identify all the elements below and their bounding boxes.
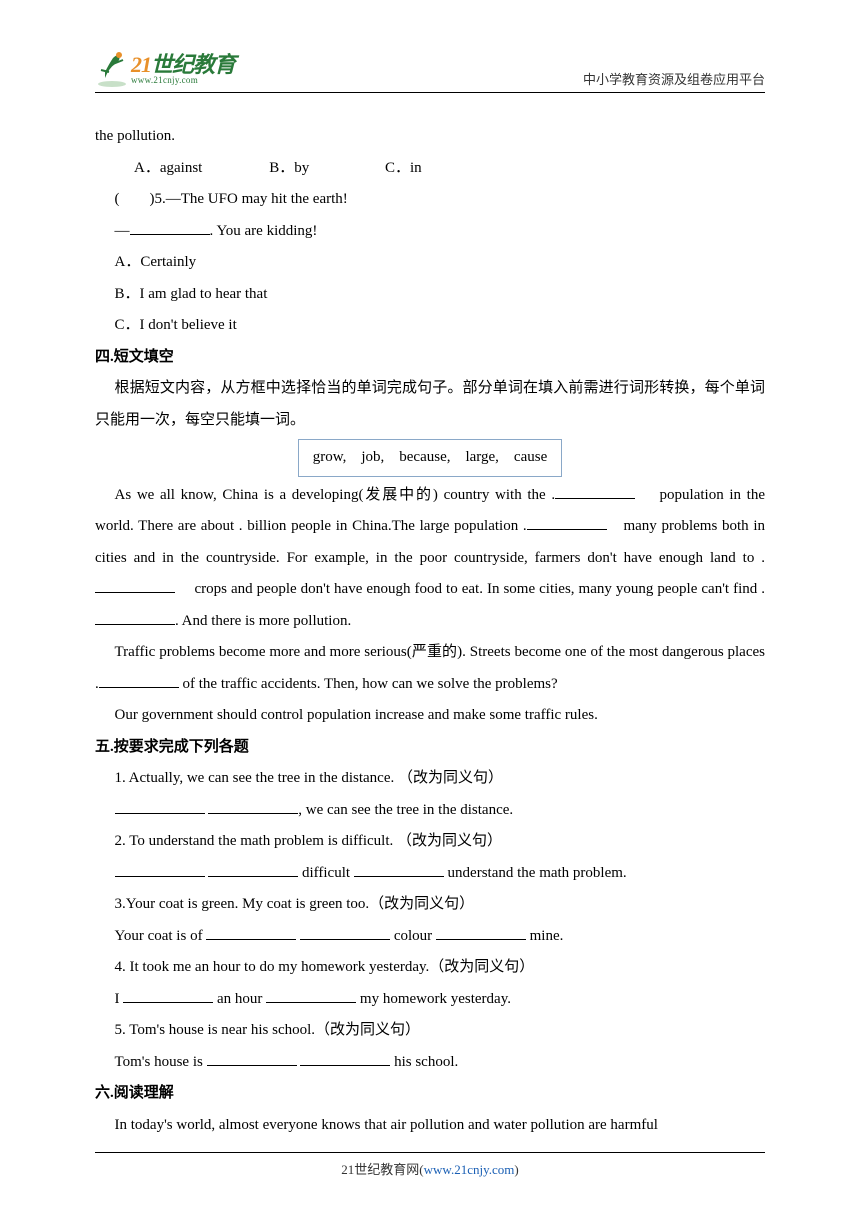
text: , we can see the tree in the distance.: [298, 802, 513, 818]
exercise-item: 2. To understand the math problem is dif…: [95, 826, 765, 858]
fill-blank[interactable]: [354, 862, 444, 877]
wordbox-row: grow, job, because, large, cause: [95, 436, 765, 480]
exercise-line: , we can see the tree in the distance.: [95, 795, 765, 827]
footer-label: 21世纪教育网(: [341, 1162, 423, 1177]
page-footer: 21世纪教育网(www.21cnjy.com): [0, 1152, 860, 1178]
header-rule: [95, 92, 765, 93]
text: colour: [390, 928, 436, 944]
text: —: [115, 223, 130, 239]
exercise-line: Tom's house is his school.: [95, 1047, 765, 1079]
text: my homework yesterday.: [356, 991, 511, 1007]
logo-21: 21: [131, 52, 151, 77]
option-b: B．by: [250, 153, 380, 185]
option-a: A．Certainly: [95, 247, 765, 279]
option-c: C．in: [385, 160, 422, 176]
text: . You are kidding!: [210, 223, 318, 239]
word-bank: grow, job, because, large, cause: [298, 439, 563, 477]
text: Tom's house is: [115, 1054, 207, 1070]
exercise-item: 5. Tom's house is near his school.（改为同义句…: [95, 1015, 765, 1047]
exercise-item: 1. Actually, we can see the tree in the …: [95, 763, 765, 795]
fill-blank[interactable]: [99, 673, 179, 688]
text: mine.: [526, 928, 564, 944]
footer-text: 21世纪教育网(www.21cnjy.com): [0, 1159, 860, 1178]
text: of the traffic accidents. Then, how can …: [179, 676, 558, 692]
runner-icon: [95, 50, 129, 88]
option-row: A．against B．by C．in: [95, 153, 765, 185]
fill-blank[interactable]: [436, 925, 526, 940]
fill-blank[interactable]: [115, 862, 205, 877]
text: an hour: [213, 991, 266, 1007]
document-body: the pollution. A．against B．by C．in ( )5.…: [95, 121, 765, 1141]
section-heading: 六.阅读理解: [95, 1078, 765, 1110]
text: I: [115, 991, 124, 1007]
text-line: — . You are kidding!: [95, 216, 765, 248]
fill-blank[interactable]: [266, 988, 356, 1003]
passage: Traffic problems become more and more se…: [95, 637, 765, 700]
question-stem: ( )5.—The UFO may hit the earth!: [95, 184, 765, 216]
text: Your coat is of: [115, 928, 207, 944]
passage: In today's world, almost everyone knows …: [95, 1110, 765, 1142]
fill-blank[interactable]: [208, 862, 298, 877]
exercise-line: I an hour my homework yesterday.: [95, 984, 765, 1016]
page-header: 21世纪教育 www.21cnjy.com 中小学教育资源及组卷应用平台: [95, 50, 765, 88]
passage: Our government should control population…: [95, 700, 765, 732]
text: crops and people don't have enough food …: [175, 581, 765, 597]
exercise-line: Your coat is of colour mine.: [95, 921, 765, 953]
footer-rule: [95, 1152, 765, 1153]
fill-blank[interactable]: [208, 799, 298, 814]
passage: As we all know, China is a developing(发展…: [95, 480, 765, 638]
fill-blank[interactable]: [207, 1051, 297, 1066]
text: . And there is more pollution.: [175, 613, 351, 629]
logo-url: www.21cnjy.com: [131, 76, 235, 85]
fill-blank[interactable]: [123, 988, 213, 1003]
exercise-item: 3.Your coat is green. My coat is green t…: [95, 889, 765, 921]
text: his school.: [390, 1054, 458, 1070]
logo-title: 21世纪教育: [131, 54, 235, 76]
option-c: C．I don't believe it: [95, 310, 765, 342]
exercise-item: 4. It took me an hour to do my homework …: [95, 952, 765, 984]
fill-blank[interactable]: [206, 925, 296, 940]
text: difficult: [298, 865, 354, 881]
option-b: B．I am glad to hear that: [95, 279, 765, 311]
fill-blank[interactable]: [130, 220, 210, 235]
fill-blank[interactable]: [300, 925, 390, 940]
fill-blank[interactable]: [95, 578, 175, 593]
platform-label: 中小学教育资源及组卷应用平台: [583, 69, 765, 88]
section-heading: 四.短文填空: [95, 342, 765, 374]
logo-text: 21世纪教育 www.21cnjy.com: [131, 54, 235, 85]
logo: 21世纪教育 www.21cnjy.com: [95, 50, 235, 88]
section-heading: 五.按要求完成下列各题: [95, 732, 765, 764]
fill-blank[interactable]: [300, 1051, 390, 1066]
footer-close: ): [514, 1162, 518, 1177]
fill-blank[interactable]: [95, 610, 175, 625]
text: understand the math problem.: [444, 865, 627, 881]
text-line: the pollution.: [95, 121, 765, 153]
fill-blank[interactable]: [555, 484, 635, 499]
logo-rest: 世纪教育: [151, 52, 235, 77]
fill-blank[interactable]: [527, 515, 607, 530]
exercise-line: difficult understand the math problem.: [95, 858, 765, 890]
section-intro: 根据短文内容，从方框中选择恰当的单词完成句子。部分单词在填入前需进行词形转换，每…: [95, 373, 765, 436]
footer-url: www.21cnjy.com: [424, 1162, 515, 1177]
text: As we all know, China is a developing(发展…: [115, 487, 556, 503]
option-a: A．against: [115, 153, 245, 185]
fill-blank[interactable]: [115, 799, 205, 814]
